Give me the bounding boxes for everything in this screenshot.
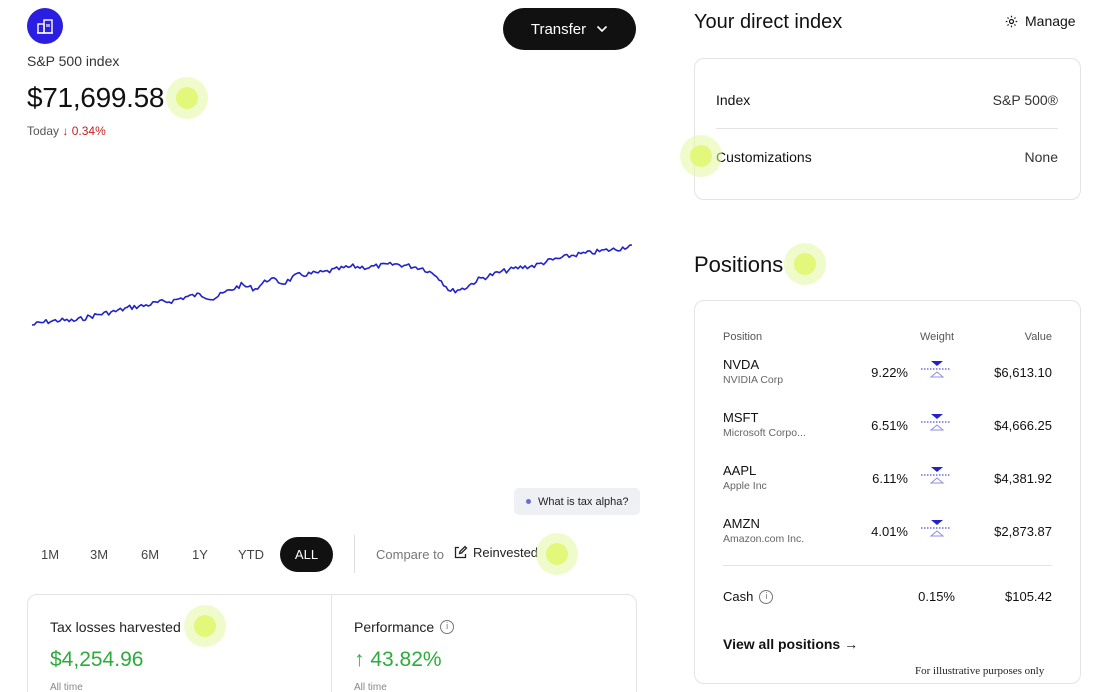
weight-indicator-icon (921, 467, 951, 484)
position-weight: 4.01% (871, 524, 908, 539)
position-symbol: MSFT (723, 410, 759, 425)
index-row-label: Index (716, 92, 751, 108)
balance-value: $71,699.58 (27, 82, 165, 113)
chart-series-line (31, 244, 633, 326)
weight-indicator-icon (921, 520, 951, 537)
position-weight: 6.11% (872, 471, 908, 486)
position-company: NVIDIA Corp (723, 374, 784, 386)
performance-value: ↑ 43.82% (354, 648, 442, 671)
position-row[interactable]: MSFT Microsoft Corpo... 6.51% $4,666.25 (695, 410, 1080, 450)
index-name: S&P 500 index (27, 53, 120, 69)
position-value: $6,613.10 (994, 365, 1052, 380)
performance-period: All time (354, 682, 387, 692)
position-row[interactable]: NVDA NVIDIA Corp 9.22% $6,613.10 (695, 357, 1080, 397)
tax-alpha-button[interactable]: What is tax alpha? (514, 488, 640, 515)
transfer-button[interactable]: Transfer (503, 8, 636, 50)
position-company: Microsoft Corpo... (723, 427, 806, 439)
dot-icon (526, 499, 531, 504)
gear-icon (1005, 15, 1018, 27)
weight-indicator-icon (921, 361, 951, 378)
highlight-marker (680, 135, 722, 177)
illustrative-footnote: For illustrative purposes only (915, 665, 1045, 677)
direct-index-title: Your direct index (694, 11, 843, 33)
position-symbol: AMZN (723, 516, 760, 531)
positions-title: Positions (694, 252, 784, 277)
range-ytd[interactable]: YTD (238, 547, 264, 562)
tax-alpha-label: What is tax alpha? (538, 495, 629, 508)
positions-card: Position Weight Value NVDA NVIDIA Corp 9… (694, 300, 1081, 684)
highlight-marker (166, 77, 208, 119)
cash-label: Cash i (723, 589, 774, 604)
position-company: Apple Inc (723, 480, 767, 492)
info-icon[interactable]: i (440, 620, 455, 634)
range-1y[interactable]: 1Y (192, 547, 208, 562)
position-row[interactable]: AMZN Amazon.com Inc. 4.01% $2,873.87 (695, 516, 1080, 556)
weight-indicator-icon (921, 414, 951, 431)
highlight-marker (536, 533, 578, 575)
highlight-marker (784, 243, 826, 285)
tax-losses-label: Tax losses harvested (50, 619, 181, 635)
manage-button[interactable]: Manage (1005, 13, 1076, 29)
position-symbol: AAPL (723, 463, 757, 478)
customizations-row-value: None (1024, 149, 1058, 165)
position-company: Amazon.com Inc. (723, 533, 805, 545)
position-value: $4,666.25 (994, 418, 1052, 433)
stats-card: Tax losses harvested $4,254.96 All time … (27, 594, 637, 692)
manage-label: Manage (1025, 13, 1076, 29)
weight-header: Weight (920, 331, 955, 343)
index-logo (27, 8, 63, 44)
performance-label: Performance i (354, 619, 455, 635)
divider (723, 565, 1052, 566)
compare-label: Compare to (376, 547, 444, 562)
range-3m[interactable]: 3M (90, 547, 109, 562)
index-row-value: S&P 500® (992, 92, 1058, 108)
edit-icon (454, 545, 468, 559)
cash-weight: 0.15% (918, 589, 955, 604)
highlight-marker (184, 605, 226, 647)
range-1m[interactable]: 1M (41, 547, 60, 562)
divider (331, 595, 332, 692)
position-symbol: NVDA (723, 357, 760, 372)
tax-losses-value: $4,254.96 (50, 648, 144, 671)
position-value: $4,381.92 (994, 471, 1052, 486)
position-row[interactable]: AAPL Apple Inc 6.11% $4,381.92 (695, 463, 1080, 503)
performance-chart (31, 244, 633, 326)
compare-reinvested-button[interactable]: Reinvested (453, 545, 538, 560)
position-header: Position (723, 331, 763, 343)
today-label: Today (27, 124, 60, 138)
today-change-value: 0.34% (71, 124, 106, 138)
today-change: Today ↓ 0.34% (27, 124, 106, 138)
range-6m[interactable]: 6M (141, 547, 160, 562)
divider (716, 128, 1058, 129)
customizations-row-label[interactable]: Customizations (716, 149, 812, 165)
position-value: $2,873.87 (994, 524, 1052, 539)
transfer-label: Transfer (530, 20, 587, 38)
down-arrow-icon: ↓ (62, 124, 69, 138)
direct-index-card: Index S&P 500® Customizations None (694, 58, 1081, 200)
building-icon (37, 19, 53, 34)
info-icon[interactable]: i (759, 589, 774, 604)
tax-losses-period: All time (50, 682, 83, 692)
cash-value: $105.42 (1005, 589, 1052, 604)
compare-option: Reinvested (473, 545, 539, 560)
position-weight: 6.51% (871, 418, 908, 433)
range-all[interactable]: ALL (280, 537, 333, 572)
chevron-down-icon (597, 25, 608, 33)
view-all-positions-link[interactable]: View all positions → (723, 636, 859, 652)
position-weight: 9.22% (871, 365, 908, 380)
divider (354, 535, 355, 573)
value-header: Value (1024, 331, 1052, 343)
